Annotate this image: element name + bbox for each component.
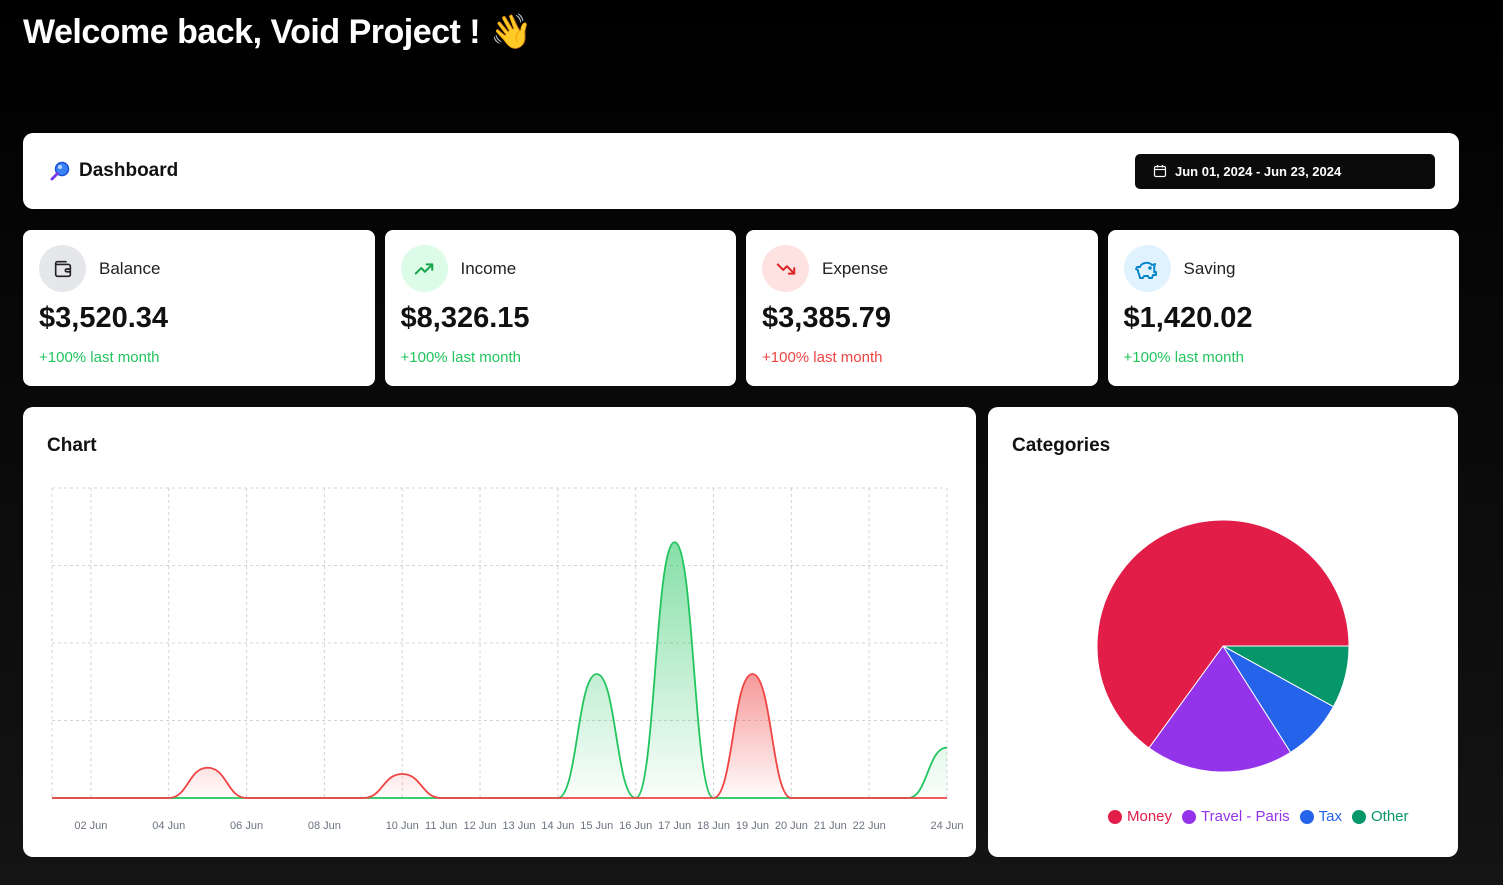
chart-title: Chart [47, 435, 97, 456]
x-tick-label: 16 Jun [619, 820, 652, 832]
area-chart: 02 Jun 04 Jun 06 Jun 08 Jun 10 Jun 11 Jun 12 J… [51, 487, 964, 832]
x-axis-ticks: 02 Jun 04 Jun 06 Jun 08 Jun 10 Jun 11 Jun 12 J… [74, 820, 963, 832]
balance-value: $3,520.34 [39, 302, 169, 334]
income-change: +100% last month [400, 349, 522, 366]
date-range-text: Jun 01, 2024 - Jun 23, 2024 [1175, 163, 1342, 179]
x-tick-label: 20 Jun [775, 820, 808, 832]
date-range-picker-button[interactable]: Jun 01, 2024 - Jun 23, 2024 [1135, 153, 1435, 189]
dashboard-title: Dashboard [49, 160, 178, 182]
area-income [52, 542, 947, 798]
legend-item-tax[interactable]: Tax [1299, 808, 1342, 825]
chart-grid [51, 487, 948, 799]
legend-dot [1108, 809, 1122, 824]
legend-dot [1182, 809, 1197, 824]
x-tick-label: 24 Jun [930, 820, 963, 832]
legend-label: Money [1127, 808, 1173, 825]
magnifier-icon [50, 161, 70, 181]
x-tick-label: 08 Jun [308, 820, 341, 832]
line-income [52, 541, 948, 799]
x-tick-label: 17 Jun [658, 820, 691, 832]
pie-slice-money[interactable] [1096, 519, 1350, 749]
balance-card: Balance $3,520.34 +100% last month [23, 230, 375, 386]
saving-label: Saving [1183, 258, 1236, 278]
x-tick-label: 22 Jun [853, 820, 886, 832]
expense-label: Expense [822, 258, 889, 278]
saving-card: Saving $1,420.02 +100% last month [1107, 230, 1459, 386]
trending-up-icon [400, 245, 448, 292]
legend-label: Tax [1318, 808, 1342, 825]
stat-cards: Balance $3,520.34 +100% last month Incom… [23, 230, 1459, 386]
legend-item-other[interactable]: Other [1352, 808, 1409, 825]
trending-down-icon [762, 245, 809, 292]
dashboard-title-text: Dashboard [79, 160, 179, 181]
wallet-icon [39, 245, 86, 292]
x-tick-label: 10 Jun [386, 820, 419, 832]
expense-card: Expense $3,385.79 +100% last month [746, 230, 1098, 386]
x-tick-label: 19 Jun [736, 820, 769, 832]
pie-legend: Money Travel - Paris Tax Other [1108, 808, 1409, 825]
expense-value: $3,385.79 [762, 302, 892, 334]
dashboard-bar: Dashboard Jun 01, 2024 - Jun 23, 2024 [23, 133, 1459, 209]
welcome-text: Welcome back, Void Project ! [23, 12, 481, 51]
balance-label: Balance [99, 258, 161, 278]
categories-panel: Categories Money Travel - Paris Tax Other [988, 407, 1458, 857]
expense-change: +100% last month [762, 349, 883, 366]
waving-hand-emoji: 👋 [490, 13, 532, 51]
x-tick-label: 18 Jun [697, 820, 730, 832]
saving-value: $1,420.02 [1123, 302, 1253, 334]
pie-slice-travel-paris[interactable] [1148, 645, 1292, 773]
legend-item-money[interactable]: Money [1108, 808, 1172, 825]
legend-item-travel-paris[interactable]: Travel - Paris [1182, 808, 1290, 825]
piggy-bank-icon [1123, 245, 1171, 292]
calendar-icon [1153, 165, 1167, 178]
income-label: Income [460, 258, 517, 278]
x-tick-label: 14 Jun [541, 820, 574, 832]
income-card: Income $8,326.15 +100% last month [384, 230, 736, 386]
x-tick-label: 21 Jun [814, 820, 847, 832]
x-tick-label: 13 Jun [502, 820, 535, 832]
chart-panel: Chart 02 Jun 04 Jun 06 Jun 08 Jun 10 Jun 11 J… [23, 407, 976, 857]
income-value: $8,326.15 [400, 302, 530, 334]
x-tick-label: 06 Jun [230, 820, 263, 832]
x-tick-label: 15 Jun [580, 820, 613, 832]
legend-dot [1299, 809, 1314, 824]
x-tick-label: 04 Jun [152, 820, 185, 832]
saving-change: +100% last month [1123, 349, 1245, 366]
x-tick-label: 12 Jun [464, 820, 497, 832]
balance-change: +100% last month [39, 349, 160, 366]
legend-dot [1352, 809, 1366, 824]
pie-chart [1096, 519, 1350, 773]
categories-title: Categories [1012, 435, 1111, 456]
legend-label: Other [1371, 808, 1409, 825]
legend-label: Travel - Paris [1201, 808, 1290, 825]
area-expense [52, 674, 947, 798]
x-tick-label: 02 Jun [74, 820, 107, 832]
x-tick-label: 11 Jun [425, 820, 457, 832]
welcome-heading: Welcome back, Void Project ! 👋 [23, 12, 532, 52]
line-expense [52, 673, 947, 799]
